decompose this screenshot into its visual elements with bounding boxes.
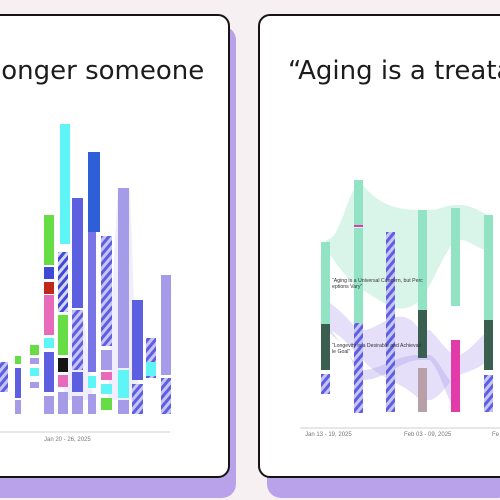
left-bar — [58, 358, 68, 372]
left-bar — [30, 368, 39, 376]
right-node — [321, 242, 330, 324]
left-bar — [88, 152, 100, 232]
left-bar — [58, 375, 68, 387]
left-bar — [101, 398, 112, 410]
left-bar — [44, 215, 54, 265]
right-node — [321, 324, 330, 370]
right-node — [484, 215, 493, 320]
left-bar — [132, 300, 143, 380]
left-bar — [101, 372, 112, 380]
left-bar — [44, 267, 54, 279]
left-x-tick-label: Jan 20 - 26, 2025 — [44, 437, 91, 443]
left-bar — [44, 282, 54, 294]
left-bar — [118, 188, 129, 368]
left-bar — [0, 362, 8, 392]
left-bar — [30, 382, 39, 388]
left-bar — [58, 315, 68, 355]
right-sankey-chart: “Aging is a Universal Concern, but Perc … — [300, 180, 500, 438]
left-bar — [72, 396, 83, 414]
left-bar — [15, 400, 21, 414]
left-bar — [161, 378, 171, 414]
left-bar — [44, 295, 54, 335]
right-node — [451, 208, 460, 306]
left-bar — [101, 384, 112, 394]
left-bar — [88, 394, 96, 414]
right-annotation: “Aging is a Universal Concern, but Perc … — [332, 278, 424, 290]
right-node — [386, 232, 395, 412]
right-node — [321, 374, 330, 394]
right-node — [418, 368, 427, 412]
left-bar — [58, 392, 68, 414]
right-annotation: “Longevity is a Desirable and Achievab l… — [332, 343, 423, 355]
left-card-title: longer someone — [0, 56, 205, 86]
left-bar — [101, 350, 112, 370]
left-bar — [58, 252, 68, 312]
left-bar — [132, 384, 143, 414]
right-annotation-line-3: “Longevity is a Desirable and Achievab — [332, 343, 422, 349]
right-node — [354, 180, 363, 225]
left-bar — [44, 396, 54, 414]
left-bar — [30, 345, 39, 355]
right-x-tick-label: Feb 03 - 09, 2025 — [404, 432, 452, 438]
right-node — [418, 210, 427, 310]
right-node — [354, 323, 363, 413]
left-bar — [118, 370, 129, 398]
right-annotation-line-1: “Aging is a Universal Concern, but Perc — [332, 278, 423, 284]
right-flow-band — [326, 185, 488, 309]
right-annotation-line-2: eptions Vary” — [332, 284, 362, 290]
left-bar — [72, 198, 83, 308]
left-bar — [30, 358, 39, 364]
right-card-title: “Aging is a treata — [288, 56, 500, 86]
left-bar — [15, 356, 21, 364]
left-stacked-chart: Jan 20 - 26, 2025 — [0, 124, 171, 443]
left-bar — [146, 338, 156, 378]
left-bar — [72, 310, 83, 370]
left-bar — [161, 275, 171, 375]
left-bar — [146, 362, 156, 376]
left-bar — [72, 372, 83, 392]
right-node — [484, 320, 493, 370]
right-node — [418, 310, 427, 358]
right-x-tick-label: Jan 13 - 19, 2025 — [305, 432, 352, 438]
left-bar — [101, 236, 112, 346]
left-bar — [118, 400, 129, 414]
left-bar — [88, 232, 96, 372]
left-bar — [15, 368, 21, 398]
right-x-tick-label: Fe — [492, 432, 500, 438]
right-node — [354, 228, 363, 323]
right-flow-band — [326, 300, 488, 400]
left-bar — [88, 376, 96, 388]
left-bar — [44, 338, 54, 348]
left-bar — [60, 124, 70, 244]
right-node — [484, 375, 493, 412]
right-node — [354, 225, 363, 227]
left-bar — [44, 352, 54, 392]
right-annotation-line-4: le Goal” — [332, 349, 350, 355]
right-node — [451, 340, 460, 412]
